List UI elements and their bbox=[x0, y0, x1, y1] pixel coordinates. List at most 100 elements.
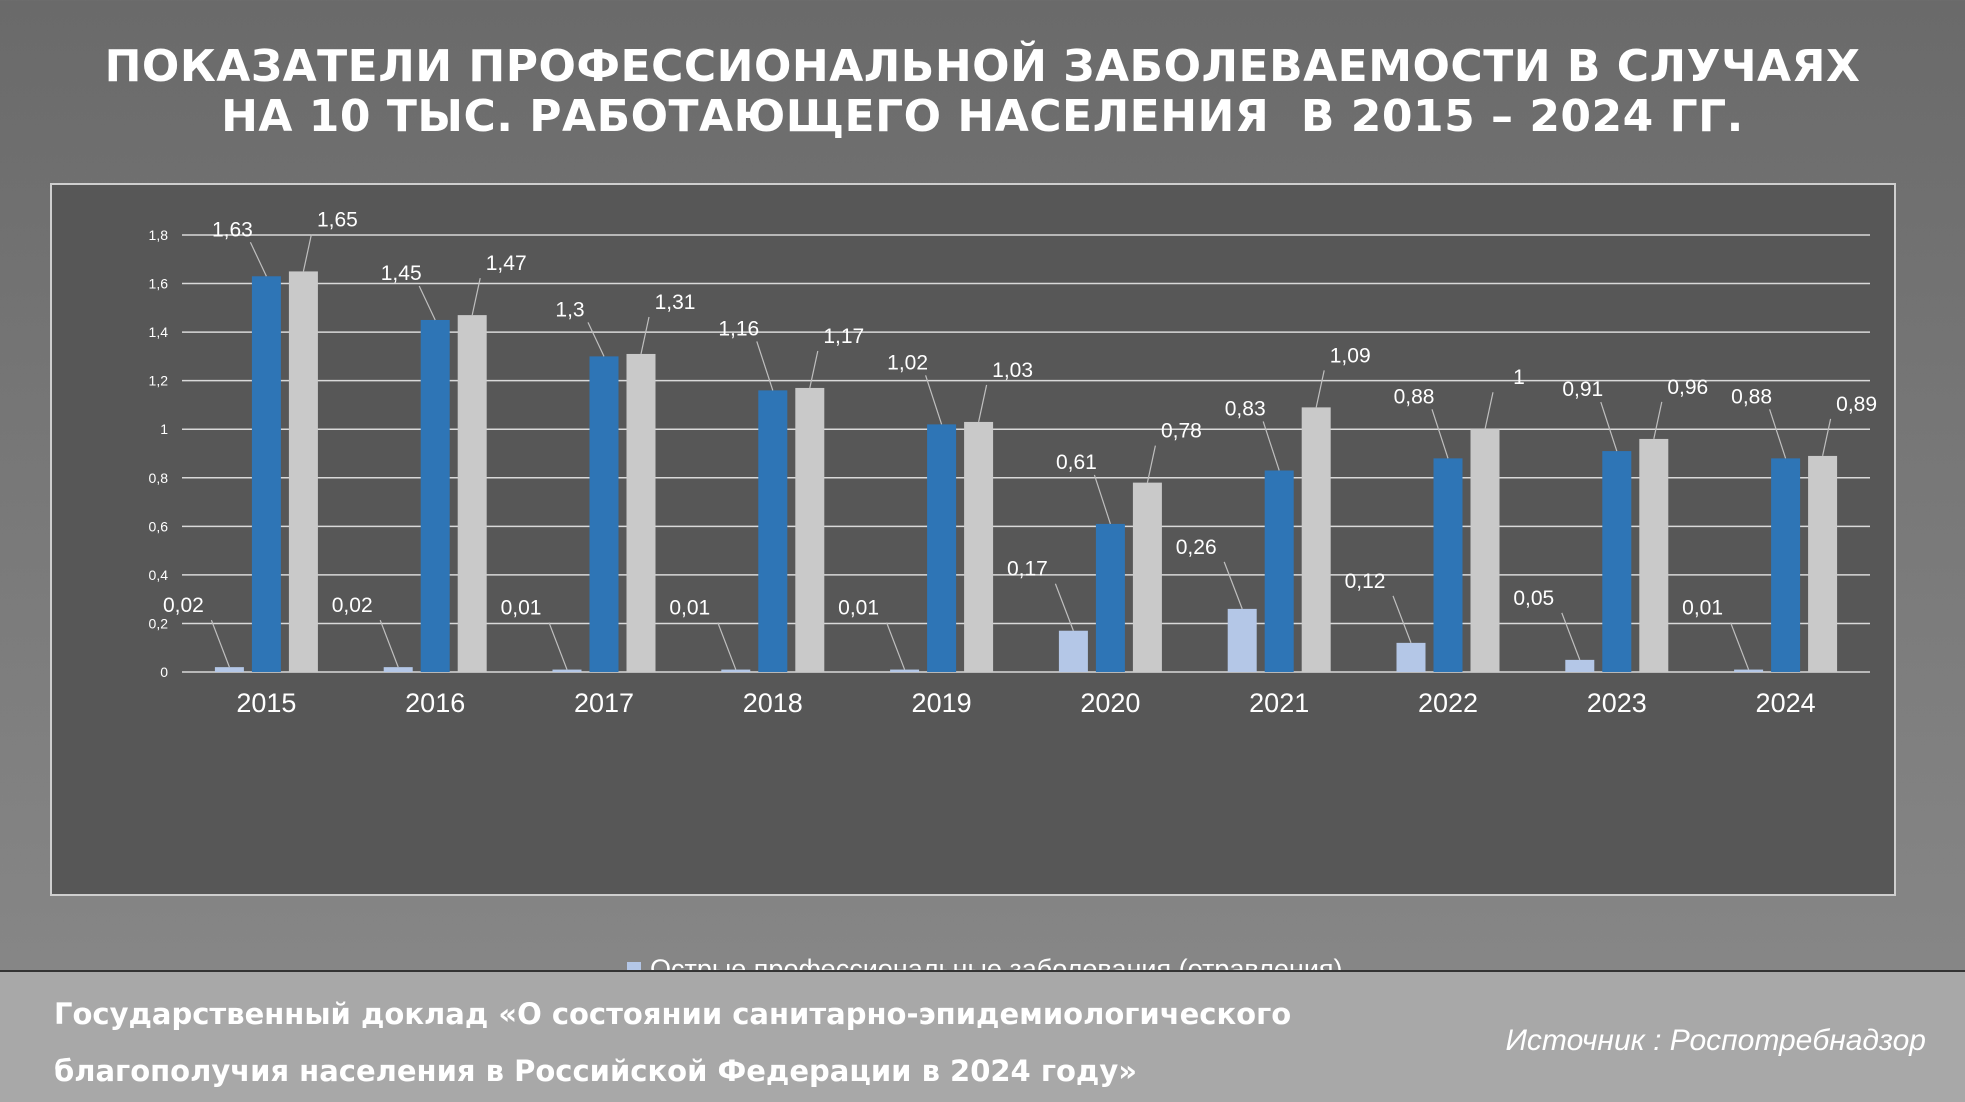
x-tick-label: 2016 bbox=[405, 688, 465, 718]
bar-series3-2020 bbox=[1132, 482, 1162, 672]
data-label: 0,02 bbox=[332, 594, 373, 617]
report-title-line1: Государственный доклад «О состоянии сани… bbox=[54, 997, 1292, 1031]
bar-series3-2019 bbox=[964, 421, 994, 672]
bar-series1-2021 bbox=[1227, 608, 1257, 672]
data-label: 0,01 bbox=[838, 597, 879, 620]
leader-line bbox=[548, 622, 568, 670]
bar-series2-2024 bbox=[1771, 458, 1801, 672]
x-tick-label: 2019 bbox=[912, 688, 972, 718]
x-tick-label: 2017 bbox=[574, 688, 634, 718]
bar-series1-2017 bbox=[552, 669, 582, 672]
data-label: 1,3 bbox=[555, 298, 584, 321]
bar-series2-2016 bbox=[420, 319, 450, 672]
report-title-line2: благополучия населения в Российской Феде… bbox=[54, 1054, 1137, 1088]
bar-chart: 0 0,2 0,4 0,6 0,8 1 1,2 1,4 1,6 1,8 0,02 1,63 1,65 20… bbox=[149, 208, 1878, 718]
leader-line bbox=[1484, 392, 1494, 430]
bar-series2-2017 bbox=[589, 356, 619, 672]
x-tick-label: 2015 bbox=[236, 688, 296, 718]
leader-line bbox=[925, 375, 943, 425]
data-label: 0,88 bbox=[1394, 385, 1435, 408]
leader-line bbox=[587, 322, 605, 357]
data-label: 0,01 bbox=[1682, 597, 1723, 620]
leader-line bbox=[756, 341, 774, 391]
chart-title-line1: ПОКАЗАТЕЛИ ПРОФЕССИОНАЛЬНОЙ ЗАБОЛЕВАЕМОС… bbox=[104, 41, 1861, 92]
leader-line bbox=[978, 384, 988, 423]
data-label: 0,61 bbox=[1056, 451, 1097, 474]
bar-series1-2022 bbox=[1396, 642, 1426, 672]
leader-line bbox=[302, 234, 312, 272]
leader-line bbox=[1653, 401, 1663, 440]
source-credit: Источник : Роспотребнадзор bbox=[1505, 1024, 1926, 1057]
bar-series3-2018 bbox=[795, 387, 825, 672]
x-tick-label: 2024 bbox=[1756, 688, 1816, 718]
leader-line bbox=[1315, 370, 1325, 408]
data-label: 1,03 bbox=[992, 359, 1033, 382]
leader-line bbox=[1146, 445, 1156, 483]
data-label: 0,01 bbox=[501, 597, 542, 620]
y-tick-label: 0 bbox=[160, 664, 168, 680]
chart-title: ПОКАЗАТЕЛИ ПРОФЕССИОНАЛЬНОЙ ЗАБОЛЕВАЕМОС… bbox=[0, 42, 1965, 142]
chart-title-line2: НА 10 ТЫС. РАБОТАЮЩЕГО НАСЕЛЕНИЯ В 2015 … bbox=[221, 91, 1744, 142]
y-tick-label: 1 bbox=[160, 421, 168, 437]
y-tick-label: 0,4 bbox=[149, 567, 169, 583]
data-label: 1,17 bbox=[823, 325, 864, 348]
data-label: 1,65 bbox=[317, 208, 358, 231]
bar-series1-2016 bbox=[383, 667, 413, 672]
leader-line bbox=[886, 622, 906, 670]
bar-series2-2018 bbox=[758, 390, 788, 672]
bar-series2-2020 bbox=[1095, 523, 1125, 672]
leader-line bbox=[1093, 474, 1111, 525]
bar-series1-2020 bbox=[1058, 630, 1088, 672]
data-label: 1,31 bbox=[655, 291, 696, 314]
bar-series2-2023 bbox=[1602, 451, 1632, 672]
x-tick-label: 2022 bbox=[1418, 688, 1478, 718]
data-label: 0,89 bbox=[1836, 393, 1877, 416]
y-tick-label: 0,8 bbox=[149, 470, 169, 486]
bar-series2-2022 bbox=[1433, 458, 1463, 672]
footer-bar: Государственный доклад «О состоянии сани… bbox=[0, 970, 1965, 1102]
bar-series3-2015 bbox=[288, 271, 318, 672]
data-label: 1,16 bbox=[718, 317, 759, 340]
data-label: 1,47 bbox=[486, 252, 527, 275]
leader-line bbox=[1730, 622, 1750, 670]
bar-series3-2016 bbox=[457, 315, 487, 672]
leader-line bbox=[210, 619, 230, 668]
data-label: 0,83 bbox=[1225, 397, 1266, 420]
leader-line bbox=[1600, 401, 1618, 452]
data-label: 0,96 bbox=[1667, 376, 1708, 399]
data-label: 0,26 bbox=[1176, 536, 1217, 559]
leader-line bbox=[1822, 418, 1832, 457]
y-tick-label: 1,2 bbox=[149, 373, 169, 389]
data-label: 0,01 bbox=[669, 597, 710, 620]
y-tick-label: 1,6 bbox=[149, 276, 169, 292]
leader-line bbox=[1561, 612, 1581, 661]
x-tick-label: 2023 bbox=[1587, 688, 1647, 718]
data-label: 1,45 bbox=[381, 262, 422, 285]
data-label: 0,78 bbox=[1161, 420, 1202, 443]
bar-series3-2021 bbox=[1301, 407, 1331, 672]
x-tick-label: 2020 bbox=[1080, 688, 1140, 718]
leader-line bbox=[1431, 409, 1449, 459]
data-label: 1,09 bbox=[1330, 344, 1371, 367]
leader-line bbox=[640, 316, 650, 355]
data-label: 0,12 bbox=[1345, 570, 1386, 593]
data-label: 1,63 bbox=[212, 218, 253, 241]
bar-series3-2024 bbox=[1808, 455, 1838, 672]
bar-series1-2023 bbox=[1565, 659, 1595, 672]
x-tick-label: 2021 bbox=[1249, 688, 1309, 718]
leader-line bbox=[1262, 421, 1280, 471]
leader-line bbox=[471, 277, 481, 316]
data-label: 0,02 bbox=[163, 594, 204, 617]
bar-series1-2018 bbox=[721, 669, 751, 672]
data-label: 0,91 bbox=[1562, 378, 1603, 401]
data-label: 0,17 bbox=[1007, 558, 1048, 581]
y-tick-label: 1,8 bbox=[149, 227, 169, 243]
bar-series1-2015 bbox=[214, 667, 244, 672]
data-label: 0,88 bbox=[1731, 385, 1772, 408]
bar-series3-2017 bbox=[626, 353, 656, 672]
bar-series2-2015 bbox=[251, 276, 281, 672]
y-tick-label: 0,6 bbox=[149, 518, 169, 534]
leader-line bbox=[717, 622, 737, 670]
leader-line bbox=[1054, 583, 1074, 631]
leader-line bbox=[1769, 409, 1787, 459]
